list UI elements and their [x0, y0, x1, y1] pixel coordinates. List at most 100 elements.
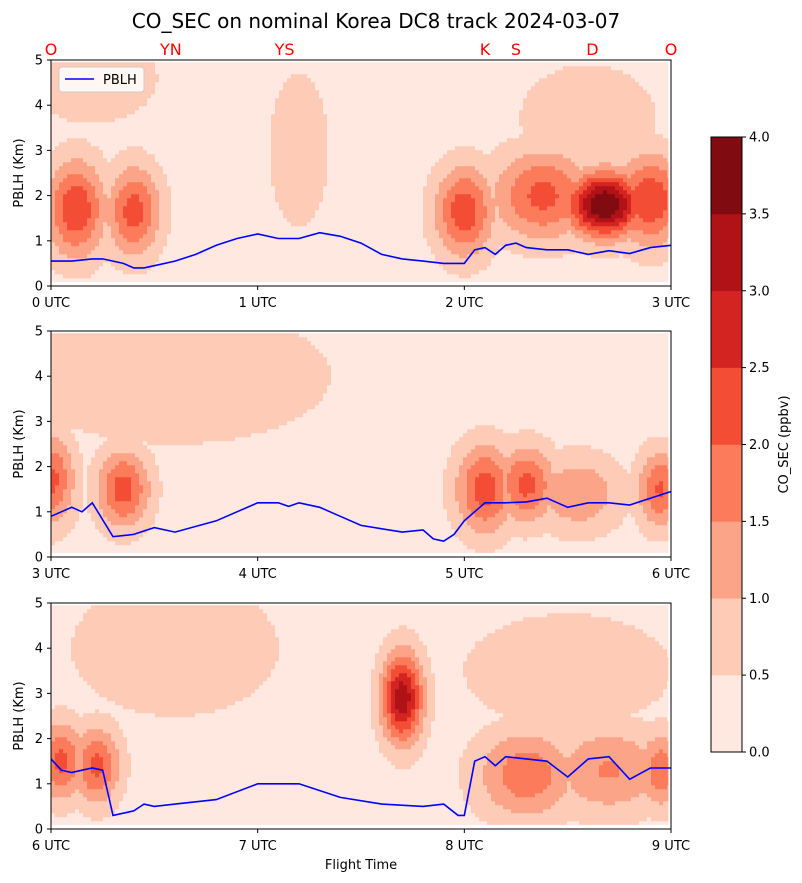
heatmap-cell — [343, 62, 347, 66]
heatmap-cell — [295, 66, 299, 70]
heatmap-cell — [139, 62, 143, 66]
heatmap-cell — [399, 74, 403, 78]
heatmap-cell — [523, 62, 527, 66]
heatmap-cell — [327, 82, 331, 86]
heatmap-cell — [411, 66, 415, 70]
heatmap-cell — [387, 94, 391, 98]
heatmap-cell — [279, 74, 283, 78]
heatmap-cell — [615, 62, 619, 66]
heatmap-cell — [379, 90, 383, 94]
heatmap-cell — [303, 62, 307, 66]
heatmap-cell — [411, 86, 415, 90]
heatmap-cell — [475, 82, 479, 86]
heatmap-cell — [419, 78, 423, 82]
heatmap-cell — [495, 94, 499, 98]
heatmap-cell — [171, 98, 175, 102]
heatmap-cell — [159, 94, 163, 98]
heatmap-cell — [327, 78, 331, 82]
heatmap-cell — [623, 94, 627, 98]
heatmap-cell — [491, 90, 495, 94]
heatmap-cell — [491, 98, 495, 102]
heatmap-cell — [95, 62, 99, 66]
heatmap-cell — [375, 62, 379, 66]
heatmap-cell — [603, 74, 607, 78]
heatmap-cell — [603, 98, 607, 102]
heatmap-cell — [507, 70, 511, 74]
heatmap-cell — [627, 94, 631, 98]
heatmap-cell — [223, 74, 227, 78]
heatmap-cell — [559, 82, 563, 86]
heatmap-cell — [375, 90, 379, 94]
heatmap-cell — [523, 90, 527, 94]
heatmap-cell — [175, 70, 179, 74]
heatmap-cell — [483, 82, 487, 86]
heatmap-cell — [327, 62, 331, 66]
heatmap-cell — [551, 86, 555, 90]
heatmap-cell — [223, 78, 227, 82]
heatmap-cell — [215, 78, 219, 82]
heatmap-cell — [355, 74, 359, 78]
heatmap-cell — [507, 86, 511, 90]
heatmap-cell — [375, 86, 379, 90]
heatmap-cell — [363, 90, 367, 94]
heatmap-cell — [51, 62, 55, 66]
heatmap-cell — [211, 70, 215, 74]
heatmap-cell — [395, 66, 399, 70]
heatmap-cell — [487, 66, 491, 70]
heatmap-cell — [443, 82, 447, 86]
heatmap-cell — [203, 78, 207, 82]
heatmap-cell — [315, 98, 319, 102]
heatmap-cell — [595, 66, 599, 70]
heatmap-cell — [607, 82, 611, 86]
heatmap-cell — [267, 98, 271, 102]
heatmap-cell — [155, 78, 159, 82]
heatmap-cell — [627, 98, 631, 102]
heatmap-cell — [447, 86, 451, 90]
heatmap-cell — [119, 94, 123, 98]
heatmap-cell — [239, 62, 243, 66]
heatmap-cell — [331, 70, 335, 74]
heatmap-cell — [511, 98, 515, 102]
heatmap-cell — [571, 98, 575, 102]
heatmap-cell — [271, 86, 275, 90]
heatmap-cell — [595, 90, 599, 94]
heatmap-cell — [235, 66, 239, 70]
heatmap-cell — [387, 90, 391, 94]
heatmap-cell — [371, 62, 375, 66]
heatmap-cell — [191, 66, 195, 70]
heatmap-cell — [299, 98, 303, 102]
heatmap-cell — [507, 66, 511, 70]
heatmap-cell — [647, 94, 651, 98]
heatmap-cell — [211, 98, 215, 102]
heatmap-cell — [467, 94, 471, 98]
heatmap-cell — [391, 74, 395, 78]
heatmap-cell — [183, 62, 187, 66]
heatmap-cell — [203, 74, 207, 78]
heatmap-cell — [483, 98, 487, 102]
heatmap-cell — [155, 94, 159, 98]
heatmap-cell — [395, 82, 399, 86]
heatmap-cell — [483, 74, 487, 78]
heatmap-cell — [539, 98, 543, 102]
heatmap-cell — [643, 62, 647, 66]
heatmap-cell — [419, 66, 423, 70]
heatmap-cell — [659, 62, 663, 66]
heatmap-cell — [575, 82, 579, 86]
heatmap-cell — [251, 82, 255, 86]
heatmap-cell — [583, 74, 587, 78]
heatmap-cell — [271, 70, 275, 74]
heatmap-cell — [443, 62, 447, 66]
heatmap-cell — [435, 74, 439, 78]
heatmap-cell — [495, 62, 499, 66]
heatmap-cell — [163, 90, 167, 94]
heatmap-cell — [219, 70, 223, 74]
heatmap-cell — [211, 90, 215, 94]
heatmap-cell — [635, 98, 639, 102]
heatmap-cell — [299, 78, 303, 82]
heatmap-cell — [231, 70, 235, 74]
heatmap-cell — [231, 90, 235, 94]
heatmap-cell — [575, 94, 579, 98]
heatmap-cell — [155, 82, 159, 86]
heatmap-cell — [303, 86, 307, 90]
heatmap-cell — [607, 94, 611, 98]
